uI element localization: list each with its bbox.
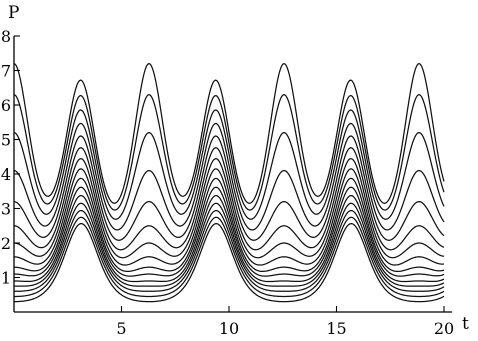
x-tick-label-15: 15 [326, 319, 346, 338]
solution-curve-15 [13, 62, 445, 204]
solution-curve-9 [13, 158, 445, 259]
curves-group [13, 62, 445, 303]
y-tick-label-5: 5 [1, 131, 11, 150]
x-tick-label-5: 5 [116, 319, 126, 338]
solution-curve-5 [13, 194, 445, 283]
y-tick-label-8: 8 [1, 27, 11, 46]
solution-curve-1 [13, 222, 445, 303]
ticks-group: 5 10 15 20 1 2 3 4 5 6 7 8 [1, 27, 454, 338]
y-tick-label-7: 7 [1, 62, 11, 81]
y-tick-label-4: 4 [1, 165, 11, 184]
solution-curve-8 [13, 168, 445, 266]
x-axis-label: t [462, 314, 469, 334]
solution-curve-12 [13, 122, 445, 231]
x-tick-label-20: 20 [434, 319, 454, 338]
y-tick-label-6: 6 [1, 96, 11, 115]
solution-curve-14 [13, 94, 445, 211]
y-tick-label-3: 3 [1, 200, 11, 219]
solution-curve-3 [14, 209, 445, 292]
x-tick-label-10: 10 [219, 319, 239, 338]
solution-curve-6 [13, 186, 445, 277]
solution-curve-4 [14, 202, 445, 287]
y-axis-label: P [8, 3, 19, 23]
y-tick-label-2: 2 [1, 234, 11, 253]
solution-curve-10 [13, 147, 445, 251]
y-tick-label-1: 1 [1, 269, 11, 288]
solution-curve-11 [13, 135, 445, 241]
solution-curve-7 [13, 177, 445, 273]
solution-curve-2 [13, 216, 445, 298]
solution-curve-13 [13, 109, 445, 220]
